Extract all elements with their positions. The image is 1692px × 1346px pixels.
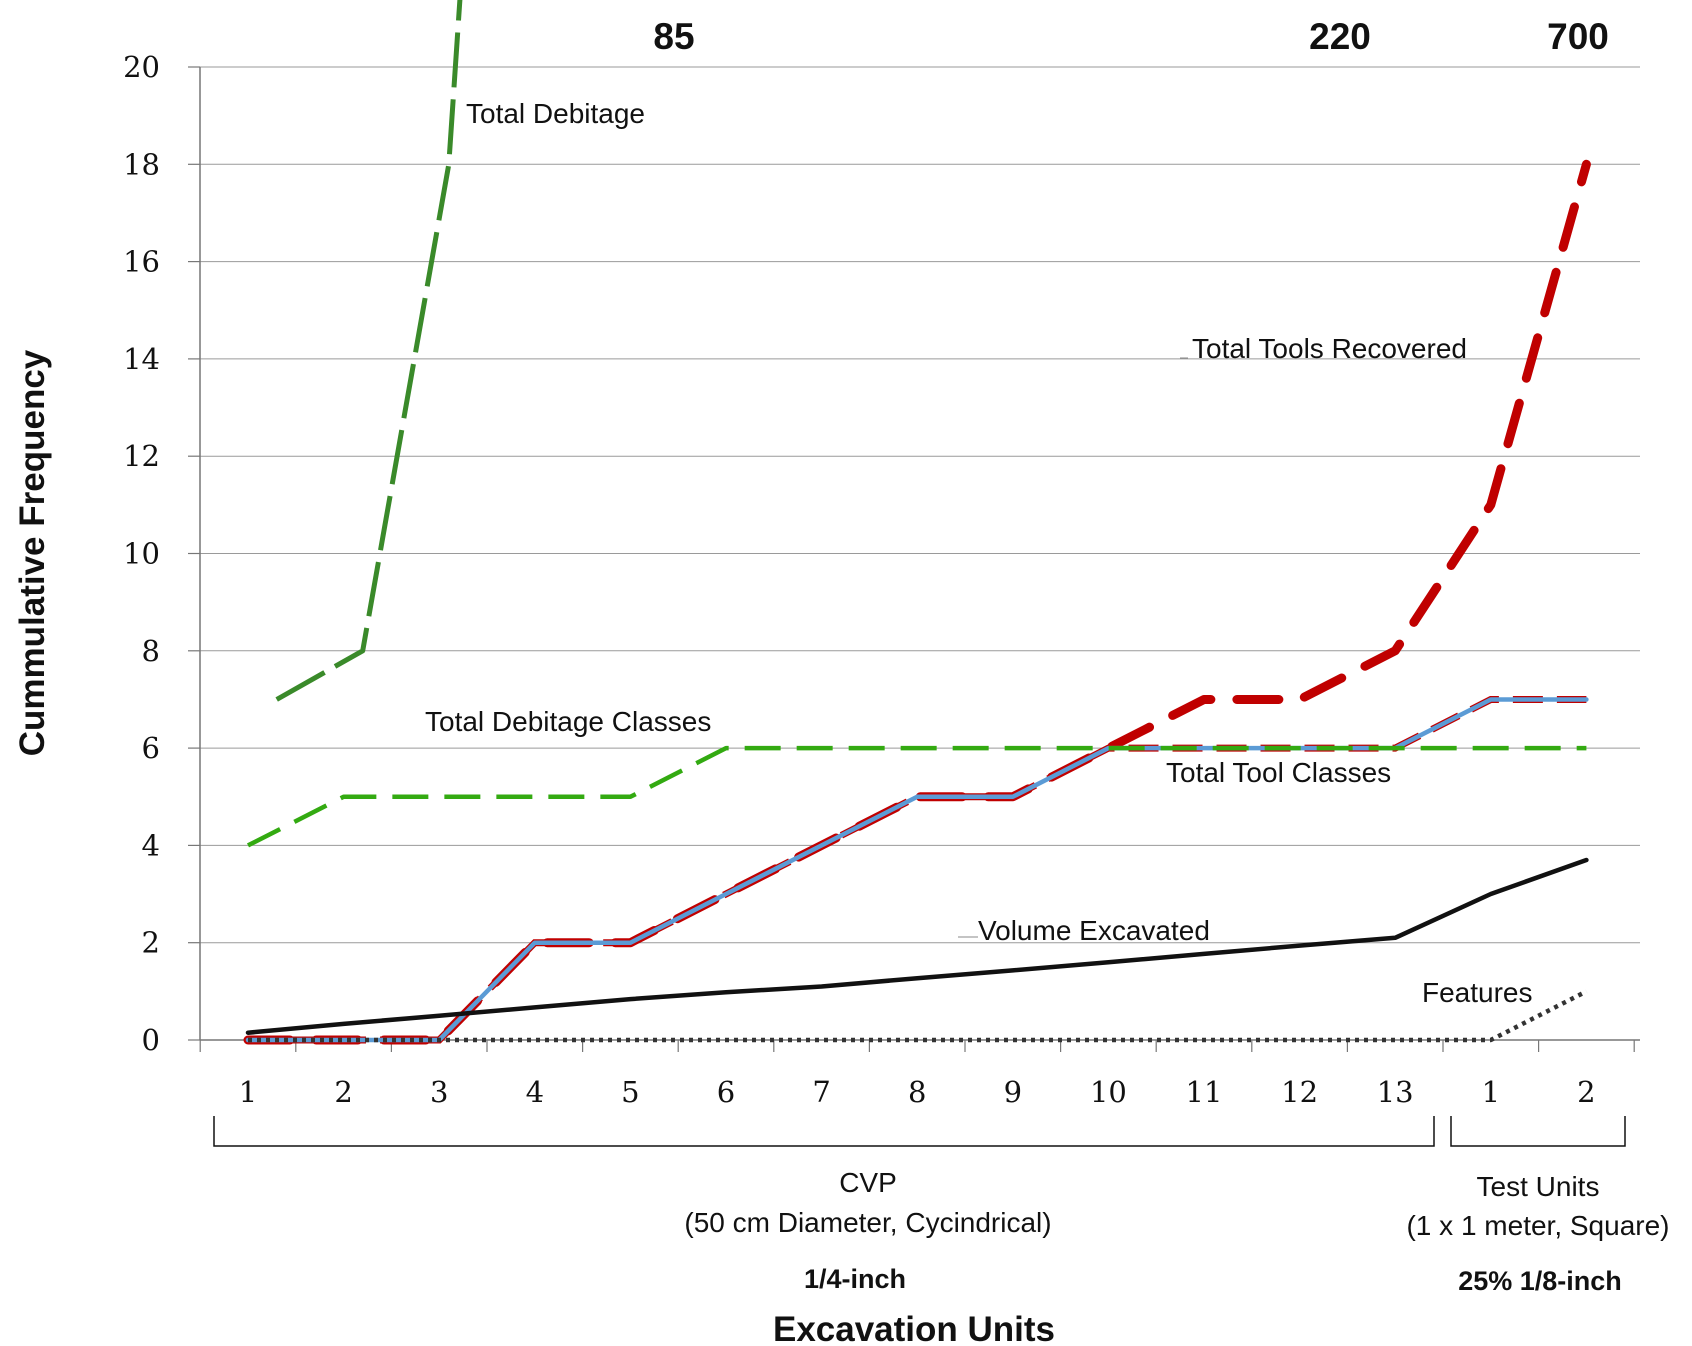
y-axis-title: Cummulative Frequency (13, 349, 52, 756)
series-lines (243, 0, 1591, 1045)
series-line-total-tool-classes (245, 697, 1589, 1043)
label-volume-excavated: Volume Excavated (978, 915, 1210, 946)
series-line-total-debitage (275, 0, 463, 702)
series-line-volume-excavated (245, 857, 1589, 1035)
series-outline (248, 696, 1587, 1044)
top-label-85: 85 (653, 16, 694, 57)
group-test-units-screen: 25% 1/8-inch (1458, 1266, 1622, 1296)
group-cvp-screen: 1/4-inch (804, 1264, 906, 1294)
y-tick-label: 4 (142, 828, 160, 862)
y-tick-label: 20 (123, 50, 160, 84)
x-tick-label: 3 (430, 1075, 448, 1109)
x-tick-label: 1 (239, 1075, 257, 1109)
x-tick-label: 5 (621, 1075, 639, 1109)
x-tick-label: 6 (717, 1075, 735, 1109)
y-tick-label: 6 (142, 731, 160, 765)
top-label-220: 220 (1309, 16, 1371, 57)
x-axis-ticks: 1 2 3 4 5 6 7 8 9 10 11 12 13 1 2 (239, 1075, 1596, 1109)
y-axis-ticks: 0 2 4 6 8 10 12 14 16 18 20 (123, 50, 160, 1057)
group-test-units-name: Test Units (1477, 1171, 1600, 1202)
group-cvp-name: CVP (839, 1167, 897, 1198)
y-tick-label: 8 (142, 634, 160, 668)
x-tick-label: 2 (1577, 1075, 1595, 1109)
x-tick-label: 12 (1281, 1075, 1318, 1109)
label-total-tool-classes: Total Tool Classes (1166, 757, 1391, 788)
x-axis-title: Excavation Units (773, 1310, 1055, 1346)
y-tick-label: 2 (142, 926, 160, 960)
y-tick-label: 18 (123, 147, 160, 181)
bracket-test-units (1450, 1116, 1626, 1147)
y-tick-label: 0 (142, 1023, 160, 1057)
x-tick-label: 1 (1482, 1075, 1500, 1109)
bracket-cvp (213, 1116, 1435, 1147)
y-tick-label: 10 (123, 537, 160, 571)
x-tick-label: 13 (1377, 1075, 1414, 1109)
x-tick-label: 10 (1090, 1075, 1127, 1109)
x-tick-label: 8 (908, 1075, 926, 1109)
label-total-debitage-classes: Total Debitage Classes (425, 706, 711, 737)
y-tick-label: 16 (123, 245, 160, 279)
label-total-tools-recovered: Total Tools Recovered (1192, 333, 1467, 364)
x-tick-label: 7 (812, 1075, 830, 1109)
series-line-total-tools-recovered (243, 159, 1591, 1045)
series-line-features (248, 989, 1588, 1043)
x-tick-label: 11 (1186, 1075, 1223, 1109)
series-line-total-debitage-classes (246, 745, 1587, 848)
x-tick-label: 2 (334, 1075, 352, 1109)
x-tick-label: 4 (526, 1075, 544, 1109)
group-cvp-detail: (50 cm Diameter, Cycindrical) (684, 1207, 1051, 1238)
y-tick-label: 12 (123, 439, 160, 473)
gridlines (188, 66, 1640, 1052)
label-total-debitage: Total Debitage (466, 98, 645, 129)
y-tick-label: 14 (123, 342, 160, 376)
top-label-700: 700 (1547, 16, 1609, 57)
group-test-units-detail: (1 x 1 meter, Square) (1406, 1210, 1669, 1241)
label-features: Features (1422, 977, 1533, 1008)
x-tick-label: 9 (1004, 1075, 1022, 1109)
